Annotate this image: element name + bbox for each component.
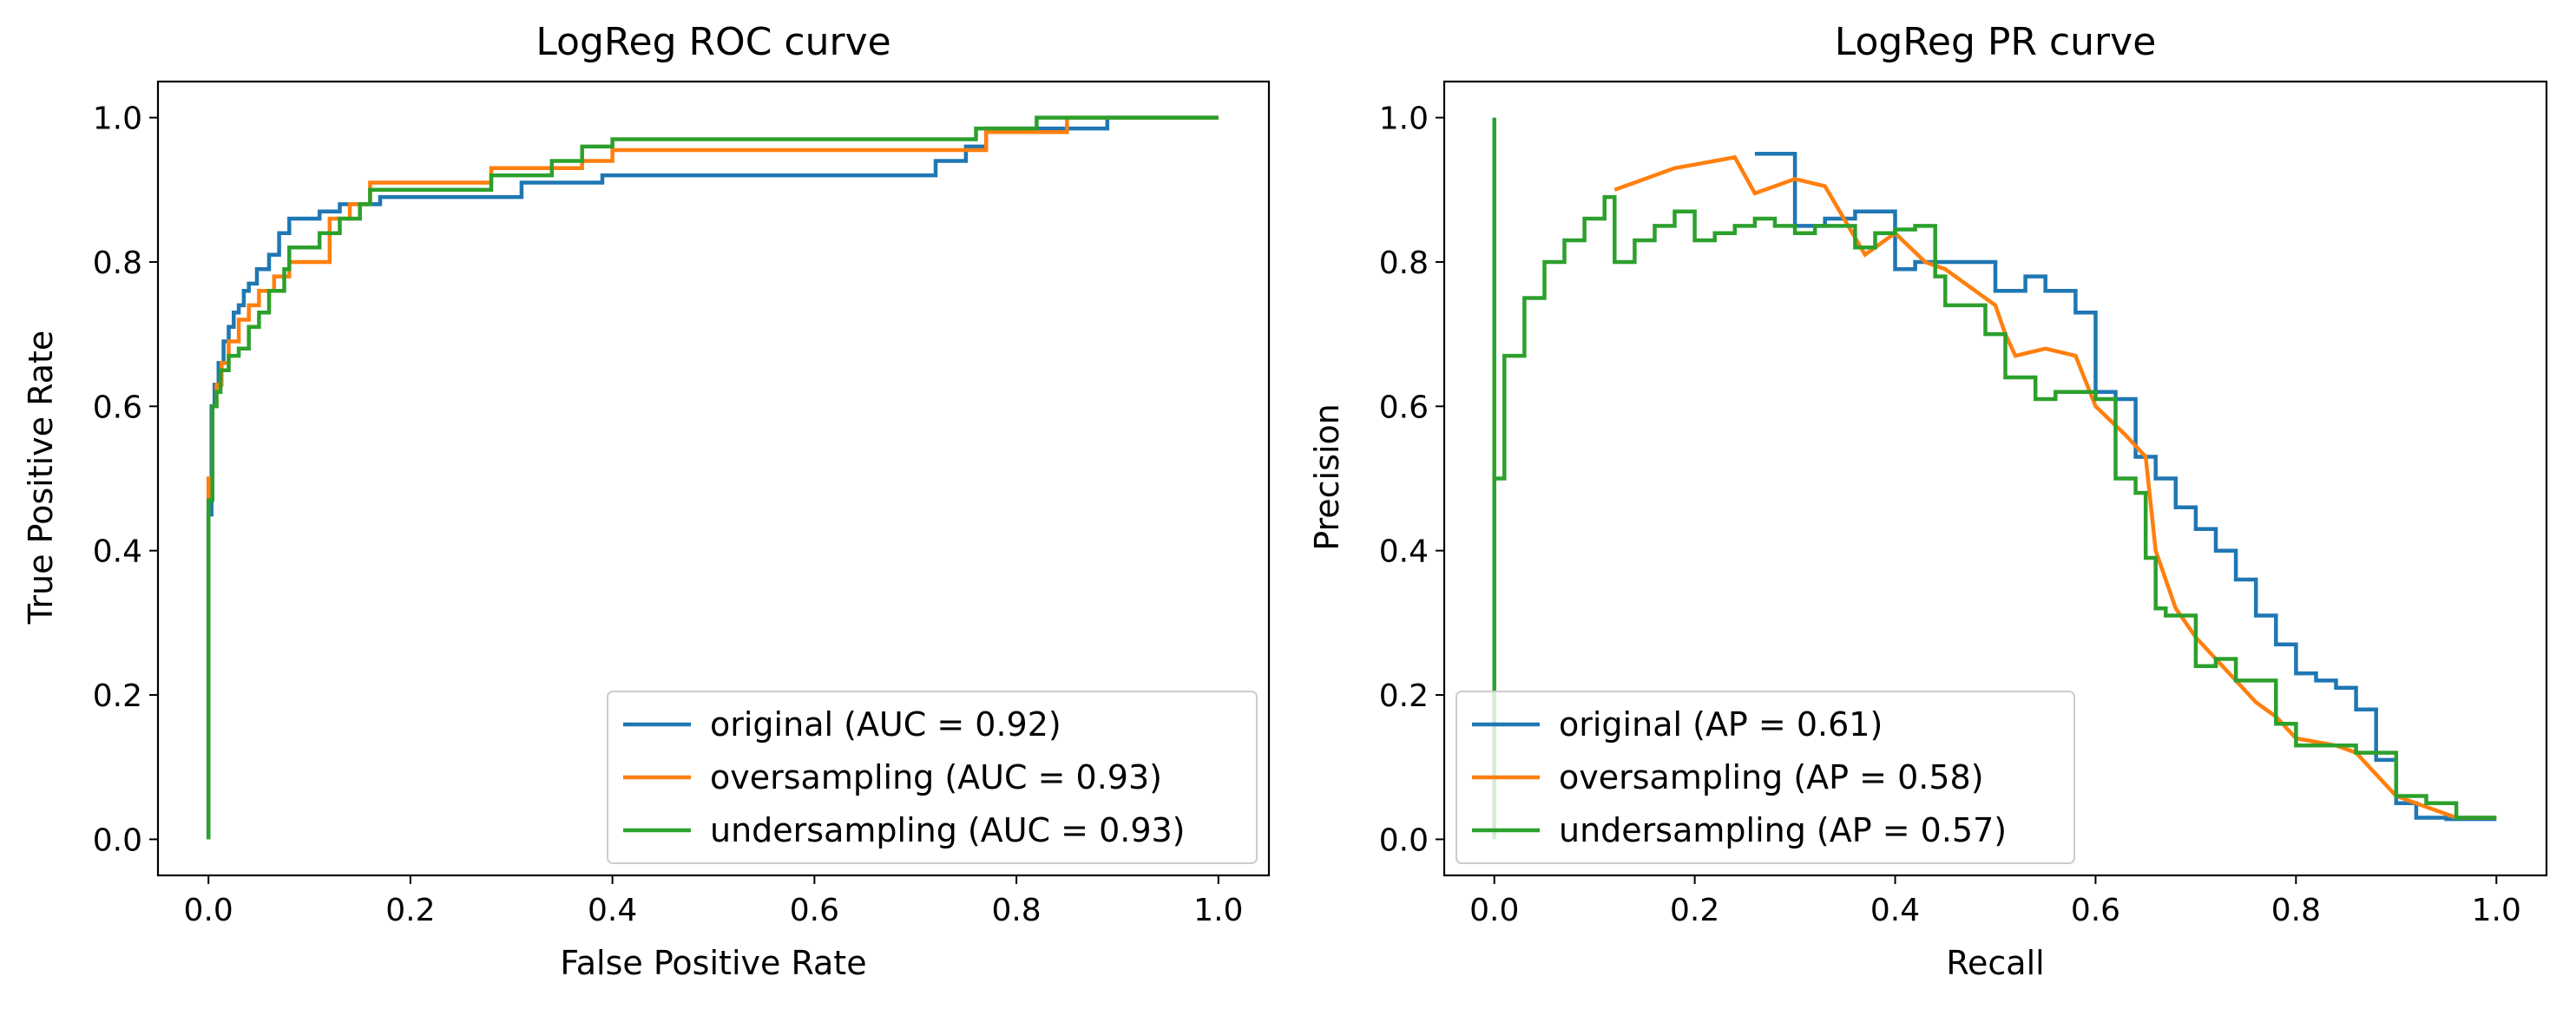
roc-y-tick-label: 0.4 (93, 534, 142, 570)
pr-x-tick-label: 0.2 (1670, 893, 1719, 928)
roc-x-tick-label: 0.6 (790, 893, 839, 928)
roc-y-tick-label: 0.6 (93, 390, 142, 425)
roc-legend-box (607, 691, 1258, 864)
roc-x-ticks: 0.0 0.2 0.4 0.6 0.8 1.0 (184, 875, 1243, 928)
pr-legend-label-1: oversampling (AP = 0.58) (1559, 758, 1984, 796)
roc-axes-frame (156, 80, 1271, 877)
roc-chart: LogReg ROC curve 0.0 0.2 0.4 0.6 0.8 1.0 0.00… (22, 20, 1271, 982)
pr-y-tick-label: 0.2 (1379, 678, 1429, 714)
pr-y-tick-label: 0.0 (1379, 822, 1429, 858)
pr-legend-label-0: original (AP = 0.61) (1559, 705, 1883, 744)
pr-x-tick-label: 0.0 (1469, 893, 1519, 928)
pr-x-tick-label: 0.6 (2071, 893, 2120, 928)
roc-legend-label-1: oversampling (AUC = 0.93) (710, 758, 1162, 796)
pr-x-tick-label: 1.0 (2472, 893, 2521, 928)
roc-y-axis-label: True Positive Rate (22, 331, 60, 626)
roc-legend-label-0: original (AUC = 0.92) (710, 705, 1061, 744)
pr-y-tick-label: 0.8 (1379, 246, 1429, 281)
pr-series-line-0 (1754, 151, 2497, 822)
pr-y-tick-label: 0.4 (1379, 534, 1429, 570)
pr-chart: LogReg PR curve 0.0 0.2 0.4 0.6 0.8 1.0 0.00.… (1308, 20, 2548, 982)
roc-y-tick-label: 0.0 (93, 822, 142, 858)
pr-legend: original (AP = 0.61) oversampling (AP = 0… (1456, 691, 2075, 864)
pr-axes-frame (1442, 80, 2548, 877)
roc-x-axis-label: False Positive Rate (560, 944, 866, 982)
roc-y-tick-label: 0.2 (93, 678, 142, 714)
pr-y-tick-label: 1.0 (1379, 102, 1429, 137)
roc-y-ticks: 0.0 0.2 0.4 0.6 0.8 1.0 (93, 102, 158, 858)
roc-x-tick-label: 0.2 (385, 893, 435, 928)
roc-series-line-2 (206, 115, 1219, 840)
roc-legend-label-2: undersampling (AUC = 0.93) (710, 811, 1186, 849)
roc-y-tick-label: 1.0 (93, 102, 142, 137)
roc-chart-title: LogReg ROC curve (536, 20, 890, 64)
pr-y-axis-label: Precision (1308, 403, 1346, 551)
pr-x-tick-label: 0.4 (1870, 893, 1920, 928)
roc-y-tick-label: 0.8 (93, 246, 142, 281)
pr-legend-box (1456, 691, 2075, 864)
roc-legend: original (AUC = 0.92) oversampling (AUC =… (607, 691, 1258, 864)
pr-legend-label-2: undersampling (AP = 0.57) (1559, 811, 2007, 849)
pr-chart-title: LogReg PR curve (1835, 20, 2157, 64)
roc-x-tick-label: 0.8 (991, 893, 1041, 928)
pr-plot-area (1442, 80, 2548, 877)
roc-x-tick-label: 0.4 (588, 893, 637, 928)
roc-plot-area (156, 80, 1271, 877)
pr-y-tick-label: 0.6 (1379, 390, 1429, 425)
pr-x-tick-label: 0.8 (2271, 893, 2321, 928)
roc-x-tick-label: 0.0 (184, 893, 233, 928)
pr-x-axis-label: Recall (1946, 944, 2044, 982)
pr-series-line-2 (1492, 117, 2497, 840)
roc-x-tick-label: 1.0 (1193, 893, 1243, 928)
pr-x-ticks: 0.0 0.2 0.4 0.6 0.8 1.0 (1469, 875, 2521, 928)
pr-y-ticks: 0.0 0.2 0.4 0.6 0.8 1.0 (1379, 102, 1444, 858)
